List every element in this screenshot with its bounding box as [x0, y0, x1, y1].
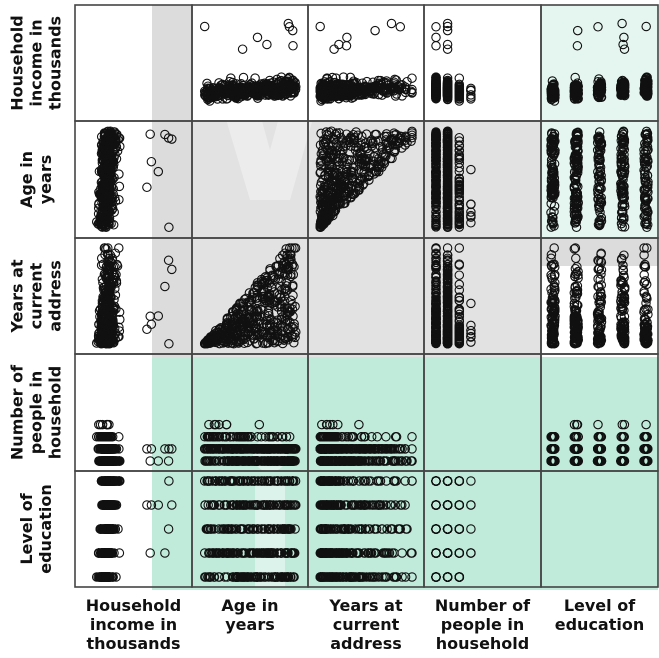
- data-point: [406, 86, 416, 97]
- data-point: [395, 22, 406, 32]
- data-point: [386, 18, 397, 29]
- data-point: [348, 92, 359, 102]
- data-point: [407, 73, 417, 83]
- data-point: [351, 77, 361, 88]
- data-point: [220, 88, 230, 98]
- data-point: [641, 21, 651, 32]
- data-point: [442, 44, 453, 54]
- data-point: [207, 89, 218, 100]
- data-point: [431, 83, 441, 93]
- data-point: [442, 86, 453, 97]
- data-point: [442, 94, 453, 104]
- panel-frame: [423, 4, 542, 122]
- data-point: [442, 76, 453, 87]
- data-point: [217, 86, 228, 97]
- data-point: [407, 84, 417, 95]
- data-point: [454, 88, 465, 98]
- data-point: [265, 78, 276, 88]
- data-point: [315, 21, 325, 32]
- matrix-panels: [74, 4, 659, 588]
- data-point: [269, 91, 280, 101]
- panel-income-vs-household: [423, 4, 542, 122]
- data-point: [142, 182, 152, 193]
- data-point: [572, 25, 583, 36]
- data-point: [202, 86, 213, 96]
- data-point: [442, 39, 453, 50]
- data-point: [290, 77, 300, 88]
- data-point: [246, 87, 256, 98]
- data-point: [362, 76, 372, 87]
- data-point: [431, 32, 441, 43]
- panel-income-vs-address: [307, 4, 425, 122]
- data-point: [349, 82, 359, 93]
- data-point: [321, 89, 332, 100]
- data-point: [593, 22, 603, 32]
- data-point: [370, 25, 380, 36]
- data-point: [431, 80, 441, 90]
- data-point: [327, 88, 338, 98]
- data-point: [247, 78, 257, 88]
- data-point: [466, 92, 476, 102]
- data-point: [266, 82, 276, 92]
- data-point: [442, 89, 453, 100]
- data-point: [389, 85, 400, 96]
- data-point: [454, 81, 465, 91]
- data-point: [407, 87, 417, 98]
- data-point: [337, 85, 347, 96]
- data-point: [234, 83, 245, 93]
- data-point: [240, 84, 251, 95]
- data-point: [375, 80, 385, 90]
- data-point: [142, 324, 152, 335]
- data-point: [454, 85, 465, 96]
- data-point: [387, 83, 398, 93]
- data-point: [329, 44, 339, 54]
- data-point: [238, 72, 249, 83]
- data-point: [454, 73, 465, 83]
- data-point: [442, 25, 453, 36]
- data-point: [262, 39, 272, 50]
- data-point: [258, 86, 268, 97]
- data-point: [237, 44, 248, 54]
- data-point: [376, 81, 386, 91]
- data-point: [334, 39, 344, 50]
- data-point: [341, 41, 352, 51]
- data-point: [278, 83, 288, 93]
- data-point: [431, 22, 441, 32]
- data-point: [442, 18, 453, 29]
- data-point: [361, 82, 371, 92]
- data-point: [288, 41, 298, 51]
- data-point: [617, 18, 627, 29]
- data-point: [221, 85, 232, 96]
- data-point: [369, 89, 379, 99]
- data-point: [331, 87, 342, 98]
- data-point: [319, 83, 329, 93]
- data-point: [442, 21, 453, 32]
- data-point: [283, 18, 294, 29]
- data-point: [442, 83, 453, 93]
- data-point: [199, 21, 210, 32]
- data-point: [454, 92, 465, 102]
- data-point: [217, 94, 228, 104]
- data-point: [252, 32, 263, 43]
- data-point: [431, 90, 441, 100]
- data-point: [618, 39, 628, 50]
- data-point: [342, 32, 352, 43]
- data-point: [279, 82, 290, 92]
- data-point: [359, 89, 369, 99]
- data-point: [431, 77, 441, 88]
- data-point: [257, 80, 267, 90]
- data-point: [431, 41, 441, 51]
